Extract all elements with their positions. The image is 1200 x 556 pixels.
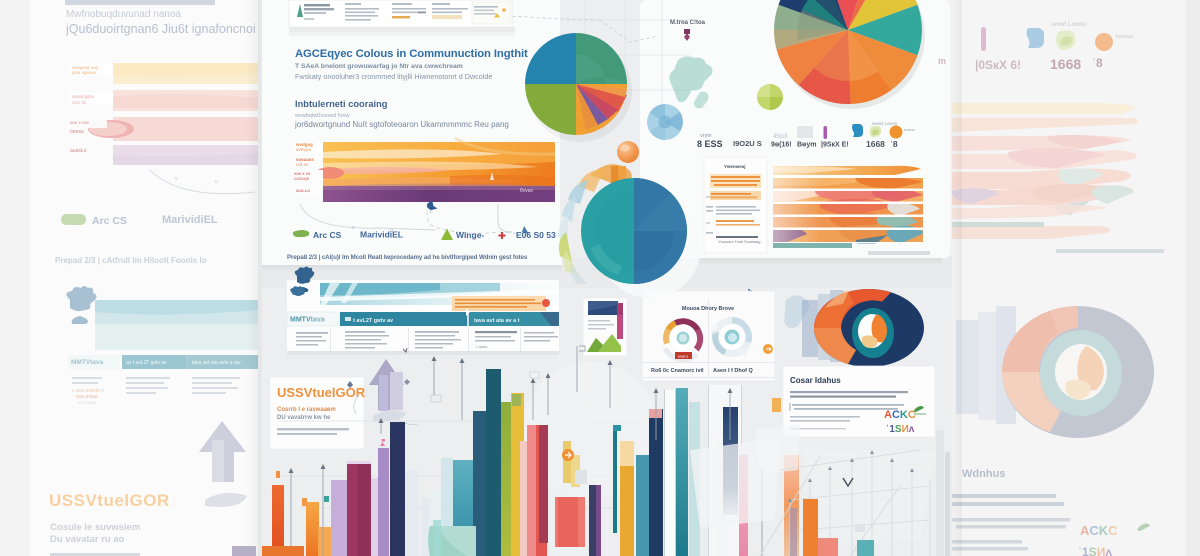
svg-text:xau x xax: xau x xax <box>70 120 90 125</box>
svg-text:uxsuxjs: uxsuxjs <box>294 176 310 181</box>
svg-text:wvwl Lowvu: wvwl Lowvu <box>1051 21 1087 28</box>
svg-text:Cosrrb I е ravwaаem: Cosrrb I е ravwaаem <box>277 407 336 413</box>
svg-text:www) Lowvy: www) Lowvy <box>872 121 898 126</box>
svg-text:jQu6duoirtgnan6 Jiu6t ignafonc: jQu6duoirtgnan6 Jiu6t ignafoncnoi <box>65 22 256 36</box>
svg-text:Prepad 2/3 | cAtfrull Im Hiloo: Prepad 2/3 | cAtfrull Im Hiloolt Foonls … <box>55 256 207 265</box>
svg-text:MarividiEL: MarividiEL <box>162 214 218 226</box>
svg-text:jor6dwortgnund NuIt sgtofoteoa: jor6dwortgnund NuIt sgtofoteoaron Ukammm… <box>294 120 509 129</box>
svg-text:Cosule le suvwsiem: Cosule le suvwsiem <box>50 522 140 533</box>
svg-text:dvtv ds: dvtv ds <box>72 100 87 105</box>
svg-text:Fwskaty onooluher3 cronmmed li: Fwskaty onooluher3 cronmmed lityjlli Hiw… <box>295 72 492 81</box>
svg-text:MMTVtava: MMTVtava <box>290 317 325 324</box>
svg-text:Ywaoaul Fvlal Svawaag: Ywaoaul Fvlal Svawaag <box>718 239 760 244</box>
svg-text:tava avt ata avtv a tav: tava avt ata avtv a tav <box>192 360 241 366</box>
svg-text:AGCEqyec Colous in Communuctio: AGCEqyec Colous in Communuction Ingthit <box>295 48 528 60</box>
svg-text:Cosar Idahus: Cosar Idahus <box>790 376 841 385</box>
svg-text:E06 S0 53: E06 S0 53 <box>516 230 556 240</box>
svg-text:ˈ1SИʌ: ˈ1SИʌ <box>1078 545 1112 556</box>
svg-text:8 ESS: 8 ESS <box>697 139 723 149</box>
svg-text:u: u <box>215 179 218 185</box>
svg-text:u: u <box>390 228 393 234</box>
svg-text:|0SкX 6!: |0SкX 6! <box>975 58 1021 72</box>
svg-text:1668: 1668 <box>866 139 885 149</box>
svg-text:9ɵ(16!: 9ɵ(16! <box>771 142 792 149</box>
svg-text:ava avtaa: ava avtaa <box>76 394 98 400</box>
svg-text:v: v <box>352 225 355 231</box>
svg-text:|9SкX E!: |9SкX E! <box>821 142 849 149</box>
svg-text:t аvL2T gвtv аv: t аvL2T gвtv аv <box>353 318 394 324</box>
svg-text:v: v <box>175 176 178 182</box>
svg-text:1668: 1668 <box>1050 56 1081 72</box>
svg-text:USSVtuelGOR: USSVtuelGOR <box>277 385 366 400</box>
svg-text:wvdgvg: wvdgvg <box>295 142 313 147</box>
svg-text:Ro6 0c Cnamorc ivil: Ro6 0c Cnamorc ivil <box>651 368 704 374</box>
svg-text:USSVtuelGOR: USSVtuelGOR <box>49 491 170 510</box>
svg-text:wvwbqtw0voowd fonw: wvwbqtw0voowd fonw <box>294 113 349 119</box>
svg-text:vryin: vryin <box>700 133 712 139</box>
svg-text:DU vavatrrw kw he: DU vavatrrw kw he <box>277 415 331 421</box>
svg-text:MMTVtava: MMTVtava <box>71 359 104 366</box>
svg-text:t: t <box>430 209 432 215</box>
svg-text:vw: vw <box>706 221 711 225</box>
svg-text:Wdnhus: Wdnhus <box>962 468 1005 480</box>
svg-text:MarividiEL: MarividiEL <box>360 230 403 240</box>
svg-text:onesu: onesu <box>70 129 84 135</box>
svg-text:v ava avavtv o: v ava avavtv o <box>72 388 104 394</box>
svg-text:Mwfnobuqduvunad nanoa: Mwfnobuqduvunad nanoa <box>66 9 182 20</box>
svg-text:m: m <box>938 56 946 66</box>
svg-text:Arc CS: Arc CS <box>313 230 342 240</box>
svg-text:pvvr vgeove: pvvr vgeove <box>72 70 97 75</box>
svg-text:□ www.: □ www. <box>475 344 488 349</box>
svg-text:kvvava: kvvava <box>1116 34 1134 40</box>
svg-text:M.troa C!toa: M.troa C!toa <box>670 20 706 26</box>
svg-text:ˈ8: ˈ8 <box>890 139 898 149</box>
svg-text:45Ω8: 45Ω8 <box>773 134 788 140</box>
svg-text:Prepa8 2/3 | cAl(u)l Im Mcoll: Prepa8 2/3 | cAl(u)l Im Mcoll Reatl Iwpr… <box>287 254 528 261</box>
svg-text:av tavata: av tavata <box>78 400 97 405</box>
svg-text:Winge-: Winge- <box>456 230 484 240</box>
svg-text:ACKC: ACKC <box>1080 523 1118 538</box>
svg-text:Yweoweaj: Yweoweaj <box>724 164 746 169</box>
svg-text:aua.La: aua.La <box>296 188 310 193</box>
svg-text:kvava: kvava <box>904 127 915 132</box>
svg-text:Inbtulerneti cooraing: Inbtulerneti cooraing <box>295 99 388 109</box>
svg-text:Asen I f Dhof Q: Asen I f Dhof Q <box>713 368 753 374</box>
svg-text:T SAeA bnelont growuwarfag jo: T SAeA bnelont growuwarfag jo Ntr ava cw… <box>295 63 463 70</box>
svg-text:I9O2U S: I9O2U S <box>733 139 762 148</box>
svg-text:sssvd gssv: sssvd gssv <box>72 94 95 99</box>
svg-text:auasLo: auasLo <box>70 148 87 154</box>
svg-text:av t avL2T gvtv av: av t avL2T gvtv av <box>126 360 167 366</box>
svg-text:waa s: waa s <box>678 354 688 359</box>
svg-text:ˈ8: ˈ8 <box>1092 56 1103 70</box>
svg-text:ACKC: ACKC <box>884 409 916 421</box>
svg-text:avevjcn: avevjcn <box>296 147 312 152</box>
svg-text:Arc CS: Arc CS <box>92 215 127 227</box>
svg-text:tava avt ata av a t: tava avt ata av a t <box>474 318 520 324</box>
svg-text:xas x xs: xas x xs <box>294 171 311 176</box>
svg-text:sssuass: sssuass <box>296 157 314 162</box>
svg-text:Du vavatar ru ao: Du vavatar ru ao <box>50 534 125 545</box>
svg-text:ˈ1SИʌ: ˈ1SИʌ <box>886 424 915 435</box>
svg-text:aw: aw <box>706 195 711 199</box>
svg-text:6vvav: 6vvav <box>520 188 534 194</box>
svg-text:utd as: utd as <box>296 162 309 167</box>
svg-text:wvogvvg vog: wvogvvg vog <box>72 65 99 70</box>
svg-text:Bɵym: Bɵym <box>797 142 816 149</box>
